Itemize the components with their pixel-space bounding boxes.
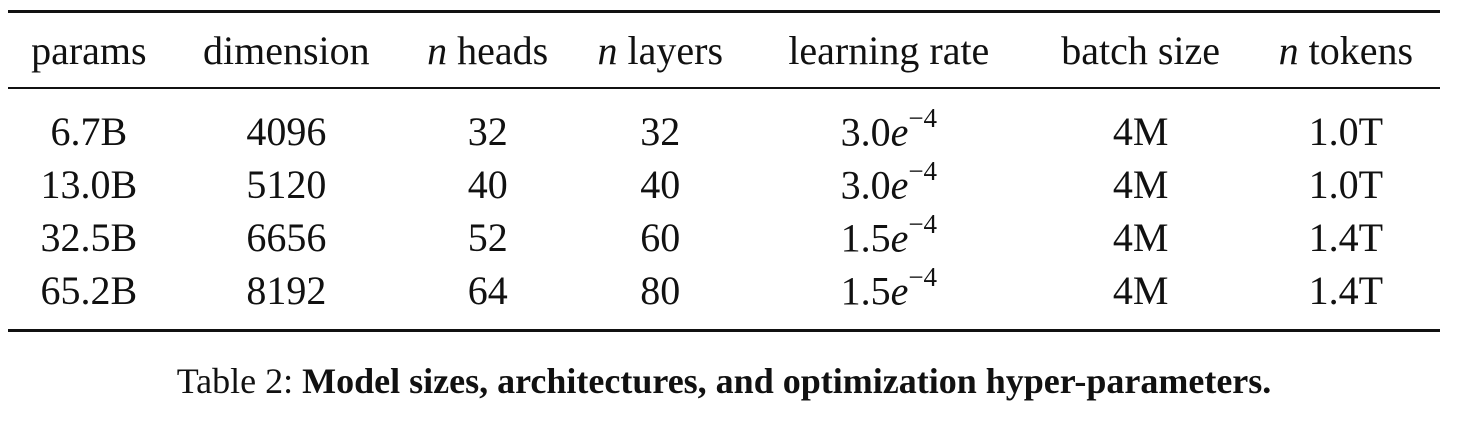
cell-params: 65.2B — [40, 268, 138, 313]
math-n: n — [597, 27, 618, 73]
lr-exponent: −4 — [908, 156, 938, 187]
lr-exponent: −4 — [908, 209, 938, 240]
hyperparameter-table-container: params dimension n heads n layers learni… — [8, 10, 1440, 332]
header-text: learning rate — [788, 27, 990, 73]
header-text: tokens — [1298, 27, 1414, 73]
lr-base: 1.5 — [840, 268, 891, 314]
header-n-heads: n heads — [403, 12, 572, 89]
lr-base: 3.0 — [840, 162, 891, 208]
header-n-tokens: n tokens — [1252, 12, 1440, 89]
cell-dimension: 4096 — [246, 109, 327, 154]
lr-exponent: −4 — [908, 103, 938, 134]
header-params: params — [8, 12, 170, 89]
header-learning-rate: learning rate — [748, 12, 1029, 89]
cell-tokens: 1.0T — [1308, 162, 1384, 207]
lr-e: e — [890, 215, 909, 261]
cell-batch-size: 4M — [1112, 268, 1169, 313]
table-row: 32.5B 6656 52 60 1.5e−4 4M 1.4T — [8, 209, 1440, 264]
cell-heads: 40 — [467, 162, 508, 207]
cell-params: 13.0B — [40, 162, 138, 207]
table-caption: Table 2: Model sizes, architectures, and… — [8, 360, 1440, 402]
header-dimension: dimension — [170, 12, 403, 89]
header-text: batch size — [1061, 27, 1221, 73]
cell-params: 6.7B — [50, 109, 128, 154]
cell-dimension: 5120 — [246, 162, 327, 207]
cell-layers: 60 — [640, 215, 681, 260]
cell-tokens: 1.0T — [1308, 109, 1384, 154]
table-row: 6.7B 4096 32 32 3.0e−4 4M 1.0T — [8, 88, 1440, 158]
header-text: params — [31, 27, 147, 73]
header-text: dimension — [203, 27, 370, 73]
cell-batch-size: 4M — [1112, 215, 1169, 260]
cell-tokens: 1.4T — [1308, 215, 1384, 260]
table-body: 6.7B 4096 32 32 3.0e−4 4M 1.0T 13.0B 512… — [8, 88, 1440, 331]
cell-heads: 64 — [467, 268, 508, 313]
lr-base: 1.5 — [840, 215, 891, 261]
cell-heads: 32 — [467, 109, 508, 154]
lr-exponent: −4 — [908, 262, 938, 293]
cell-dimension: 8192 — [246, 268, 327, 313]
lr-e: e — [890, 268, 909, 314]
cell-learning-rate: 1.5e−4 — [748, 262, 1029, 331]
math-n: n — [1278, 27, 1299, 73]
cell-batch-size: 4M — [1112, 109, 1169, 154]
cell-learning-rate: 3.0e−4 — [748, 88, 1029, 158]
cell-layers: 40 — [640, 162, 681, 207]
cell-layers: 32 — [640, 109, 681, 154]
lr-e: e — [890, 162, 909, 208]
caption-label: Table 2: — [176, 361, 303, 401]
table-row: 13.0B 5120 40 40 3.0e−4 4M 1.0T — [8, 156, 1440, 211]
hyperparameter-table: params dimension n heads n layers learni… — [8, 10, 1440, 332]
header-n-layers: n layers — [572, 12, 748, 89]
cell-tokens: 1.4T — [1308, 268, 1384, 313]
cell-params: 32.5B — [40, 215, 138, 260]
caption-text: Model sizes, architectures, and optimiza… — [302, 361, 1272, 401]
cell-learning-rate: 1.5e−4 — [748, 209, 1029, 264]
header-batch-size: batch size — [1029, 12, 1251, 89]
math-n: n — [427, 27, 448, 73]
header-row: params dimension n heads n layers learni… — [8, 11, 1440, 89]
cell-heads: 52 — [467, 215, 508, 260]
lr-base: 3.0 — [840, 109, 891, 155]
header-text: heads — [447, 27, 549, 73]
cell-layers: 80 — [640, 268, 681, 313]
table-header: params dimension n heads n layers learni… — [8, 11, 1440, 89]
cell-dimension: 6656 — [246, 215, 327, 260]
header-text: layers — [617, 27, 724, 73]
table-row: 65.2B 8192 64 80 1.5e−4 4M 1.4T — [8, 262, 1440, 331]
lr-e: e — [890, 109, 909, 155]
cell-learning-rate: 3.0e−4 — [748, 156, 1029, 211]
cell-batch-size: 4M — [1112, 162, 1169, 207]
